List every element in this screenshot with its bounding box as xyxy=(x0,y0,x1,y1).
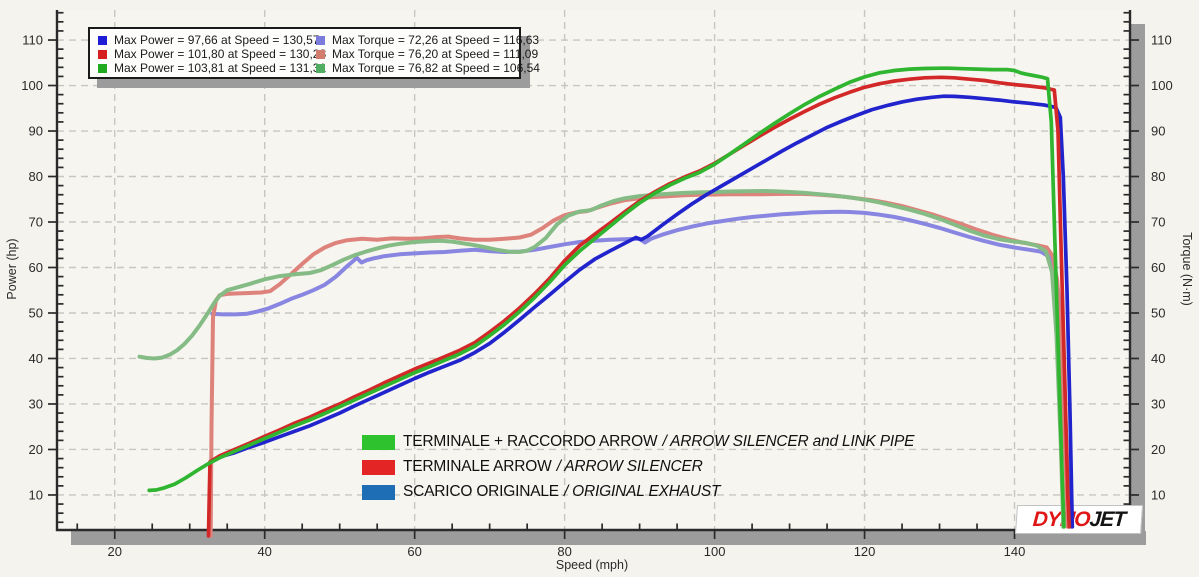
max-torque-arrow-linkpipe: Max Torque = 76,82 at Speed = 106,54 xyxy=(332,61,540,75)
y-right-tick-label: 100 xyxy=(1151,78,1173,93)
series-legend: TERMINALE + RACCORDO ARROW / ARROW SILEN… xyxy=(362,432,915,507)
y-left-tick-label: 100 xyxy=(21,78,43,93)
y-left-tick-label: 20 xyxy=(29,442,43,457)
curve-power-original xyxy=(210,94,1075,529)
series-name-en: / ORIGINAL EXHAUST xyxy=(563,483,721,500)
torque-arrow-linkpipe-swatch xyxy=(316,63,325,73)
max-torque-arrow: Max Torque = 76,20 at Speed = 111,09 xyxy=(332,47,539,61)
max-power-arrow-linkpipe: Max Power = 103,81 at Speed = 131,31 xyxy=(114,61,327,75)
x-tick-label: 100 xyxy=(704,544,726,559)
legend-row: Max Torque = 72,26 at Speed = 116,63 xyxy=(316,33,539,47)
x-tick-label: 80 xyxy=(557,544,571,559)
series-name-en: / ARROW SILENCER and LINK PIPE xyxy=(662,433,915,450)
y-right-tick-label: 110 xyxy=(1151,33,1172,48)
curve-power-arrow-linkpipe xyxy=(147,66,1066,529)
y-left-tick-label: 70 xyxy=(29,215,43,230)
legend-row: Max Power = 101,80 at Speed = 130,23 xyxy=(98,47,326,61)
power-arrow-swatch xyxy=(98,49,107,59)
torque-arrow-swatch xyxy=(316,49,325,59)
y-left-tick-label: 50 xyxy=(29,305,43,320)
x-tick-label: 140 xyxy=(1004,544,1026,559)
legend-row: Max Power = 103,81 at Speed = 131,31 xyxy=(98,61,326,75)
series-name-it: SCARICO ORIGINALE xyxy=(403,483,559,500)
y-right-tick-label: 70 xyxy=(1151,215,1165,230)
green-series-swatch xyxy=(362,434,395,450)
y-right-tick-label: 30 xyxy=(1151,396,1165,411)
legend-row: Max Power = 97,66 at Speed = 130,57 xyxy=(98,33,320,47)
power-arrow-linkpipe-swatch xyxy=(98,63,107,73)
series-name-it: TERMINALE + RACCORDO ARROW xyxy=(403,433,658,450)
y-right-tick-label: 40 xyxy=(1151,351,1165,366)
blue-series-swatch xyxy=(362,484,395,500)
y-left-tick-label: 110 xyxy=(22,33,43,48)
x-tick-label: 20 xyxy=(108,544,122,559)
peak-values-legend: Max Power = 97,66 at Speed = 130,57 Max … xyxy=(88,27,540,79)
y-right-tick-label: 10 xyxy=(1151,487,1165,502)
y-left-tick-label: 40 xyxy=(29,351,43,366)
y-right-tick-label: 90 xyxy=(1151,124,1165,139)
legend-row-original: SCARICO ORIGINALE / ORIGINAL EXHAUST xyxy=(362,482,914,502)
max-power-column: Max Power = 97,66 at Speed = 130,57 Max … xyxy=(98,33,326,75)
y-right-tick-label: 80 xyxy=(1151,169,1165,184)
max-power-original: Max Power = 97,66 at Speed = 130,57 xyxy=(114,33,320,47)
curve-torque-arrow-linkpipe xyxy=(137,189,1066,529)
max-power-arrow: Max Power = 101,80 at Speed = 130,23 xyxy=(114,47,327,61)
x-tick-label: 60 xyxy=(407,544,421,559)
power-original-swatch xyxy=(98,35,107,45)
x-tick-label: 40 xyxy=(257,544,271,559)
x-axis-title: Speed (mph) xyxy=(555,558,629,572)
legend-row: Max Torque = 76,20 at Speed = 111,09 xyxy=(316,47,538,61)
series-name-en: / ARROW SILENCER xyxy=(556,458,703,475)
legend-row-arrow-linkpipe: TERMINALE + RACCORDO ARROW / ARROW SILEN… xyxy=(362,432,915,452)
red-series-swatch xyxy=(362,459,395,475)
y-left-tick-label: 90 xyxy=(29,124,43,139)
y-left-tick-label: 30 xyxy=(29,396,43,411)
tick-marks xyxy=(48,11,1139,539)
torque-original-swatch xyxy=(316,35,325,45)
series-name-it: TERMINALE ARROW xyxy=(403,458,552,475)
y-right-tick-label: 50 xyxy=(1151,305,1165,320)
axes-frame xyxy=(55,10,1132,532)
y-left-tick-label: 60 xyxy=(29,260,43,275)
frame-shadow-bottom xyxy=(71,531,1146,545)
y-left-tick-label: 10 xyxy=(29,487,43,502)
tick-labels: 10 10 20 20 30 30 40 40 50 50 60 60 70 70 80 80 90 90 100 1… xyxy=(21,33,1172,559)
y-left-tick-label: 80 xyxy=(29,169,43,184)
y-right-tick-label: 20 xyxy=(1151,442,1165,457)
x-tick-label: 120 xyxy=(854,544,876,559)
y-right-tick-label: 60 xyxy=(1151,260,1165,275)
max-torque-original: Max Torque = 72,26 at Speed = 116,63 xyxy=(332,33,540,47)
max-torque-column: Max Torque = 72,26 at Speed = 116,63 Max… xyxy=(316,33,540,75)
legend-row-arrow: TERMINALE ARROW / ARROW SILENCER xyxy=(362,457,914,477)
legend-row: Max Torque = 76,82 at Speed = 106,54 xyxy=(316,61,540,75)
